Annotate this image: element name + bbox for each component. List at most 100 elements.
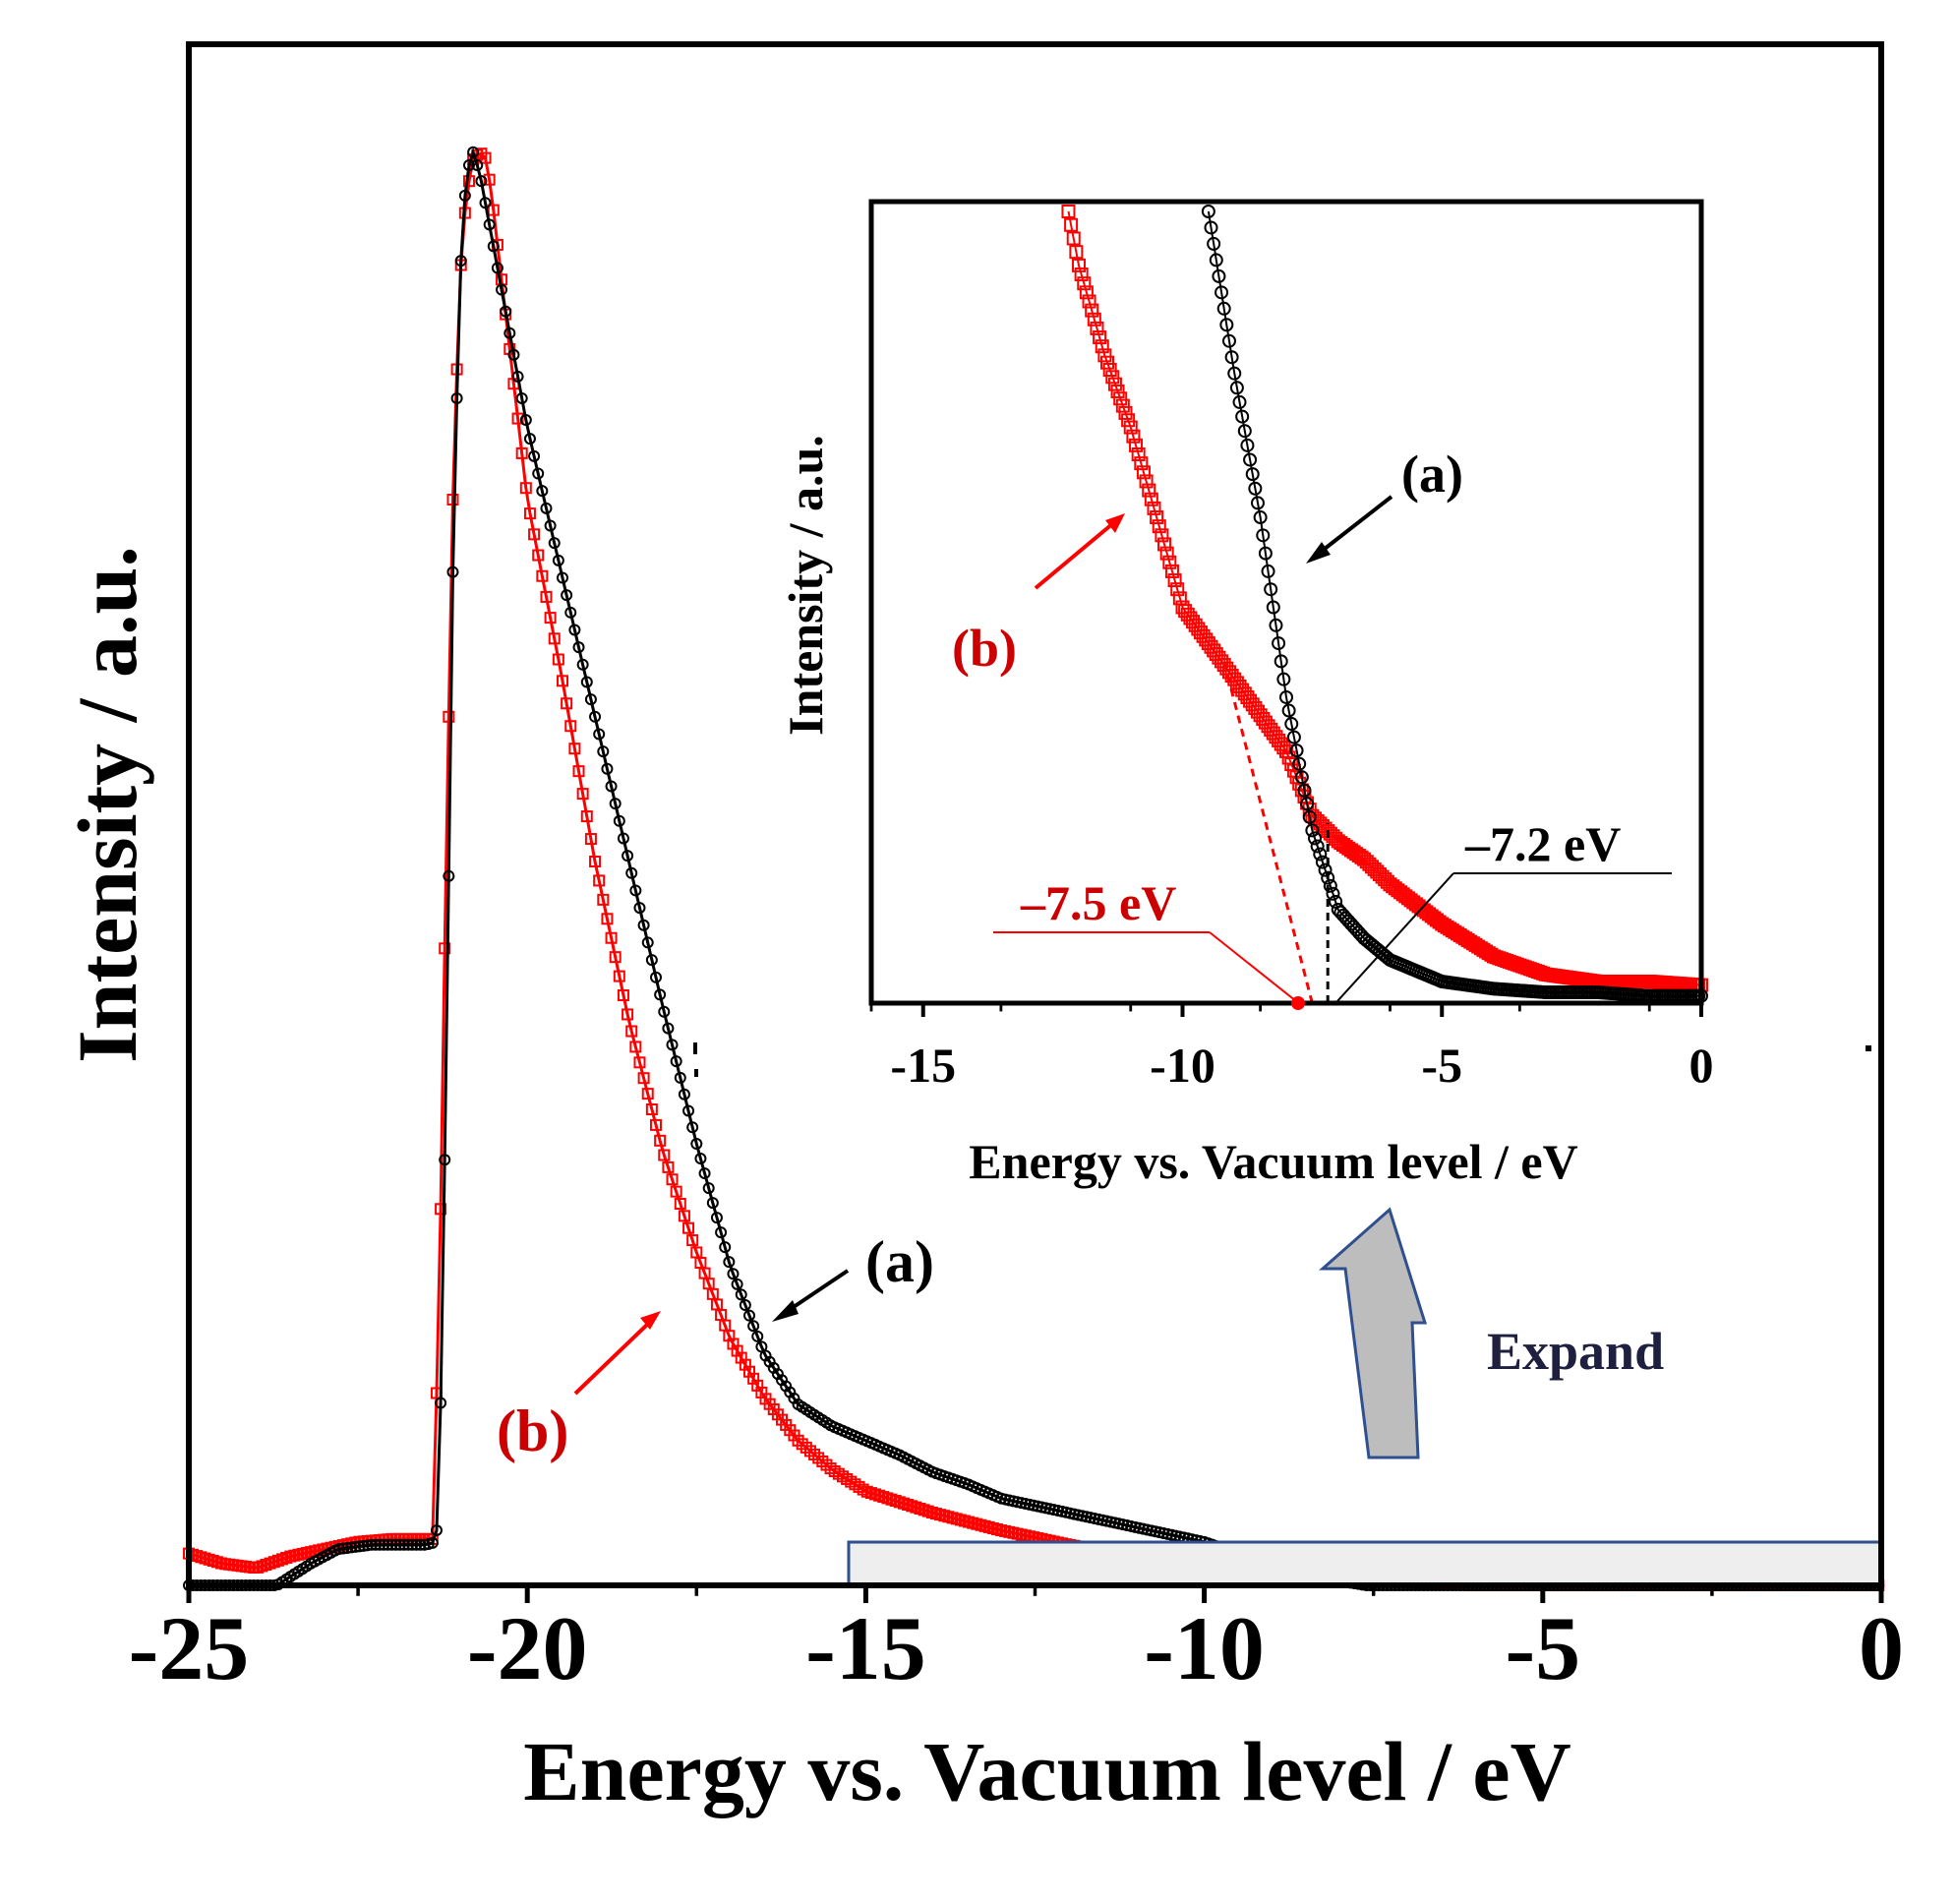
data-point <box>601 913 614 925</box>
data-point <box>523 507 536 520</box>
data-point <box>682 1104 695 1117</box>
data-point <box>719 1241 732 1254</box>
inset-arrowhead-b <box>1105 513 1125 533</box>
data-point <box>1131 446 1146 461</box>
data-point <box>1297 783 1312 798</box>
data-point <box>694 1153 707 1165</box>
data-point <box>593 874 606 887</box>
data-point <box>1201 205 1215 218</box>
data-point <box>637 919 650 931</box>
data-point <box>568 743 581 755</box>
data-point <box>1250 496 1265 510</box>
data-point <box>1136 465 1151 480</box>
data-point <box>1279 689 1293 704</box>
data-point <box>597 893 610 906</box>
data-point <box>552 554 564 566</box>
data-point <box>532 549 545 562</box>
data-point <box>1093 330 1107 345</box>
data-point <box>1142 483 1156 498</box>
data-point <box>341 1541 354 1554</box>
data-point <box>1281 703 1296 718</box>
data-point <box>645 1103 658 1116</box>
data-point <box>369 1538 382 1551</box>
data-point <box>686 1234 699 1247</box>
data-point <box>1269 618 1283 632</box>
expand-region-box <box>847 1540 1883 1587</box>
data-point <box>641 1088 654 1101</box>
main-label-a: (a) <box>865 1229 934 1294</box>
inset-plot-frame <box>868 199 1704 1006</box>
inset-background <box>871 202 1701 1003</box>
data-point <box>511 370 524 383</box>
data-point <box>593 728 606 741</box>
extrapolation-line-b <box>1222 661 1314 1004</box>
data-point <box>1224 350 1239 365</box>
data-point <box>702 1182 715 1195</box>
data-point <box>1235 409 1250 424</box>
data-point <box>629 884 642 897</box>
data-point <box>504 327 516 339</box>
data-point <box>1061 205 1076 218</box>
data-point <box>666 1039 679 1051</box>
data-point <box>1253 510 1268 525</box>
data-point <box>1209 253 1223 268</box>
data-point <box>487 204 500 216</box>
data-point <box>1219 318 1234 332</box>
data-point <box>1310 839 1325 854</box>
data-point <box>467 146 480 158</box>
inset-intercept-marker-b <box>1291 996 1305 1010</box>
data-point <box>1240 438 1255 452</box>
data-point <box>617 832 629 845</box>
data-point <box>674 1197 686 1210</box>
inset-x-axis: -15 -10 -5 0 <box>869 1003 1714 1093</box>
data-point <box>1107 377 1122 391</box>
data-point <box>1227 366 1242 381</box>
data-point <box>662 1160 675 1173</box>
data-point <box>1155 528 1169 543</box>
data-point <box>430 1524 443 1537</box>
main-arrowhead-a <box>772 1300 799 1322</box>
data-point <box>1066 231 1081 246</box>
x-tick-label: 0 <box>1859 1598 1904 1698</box>
data-point <box>670 1055 682 1068</box>
stray-mark <box>694 1069 698 1077</box>
data-point <box>1077 276 1092 291</box>
data-point <box>674 1071 686 1084</box>
data-point <box>556 675 568 687</box>
data-point <box>1126 429 1141 444</box>
data-point <box>641 936 654 949</box>
data-point <box>402 1538 415 1551</box>
data-point <box>540 590 553 603</box>
data-point <box>1264 582 1278 597</box>
data-point <box>1113 391 1128 406</box>
data-point <box>1123 420 1138 435</box>
stray-mark <box>1866 1045 1871 1051</box>
data-point <box>1170 582 1185 597</box>
data-point <box>739 1299 751 1312</box>
data-point <box>649 1118 662 1131</box>
expand-label: Expand <box>1487 1322 1664 1381</box>
data-point <box>1300 797 1315 811</box>
x-tick-label: -5 <box>1421 1038 1462 1093</box>
data-point <box>1110 384 1125 398</box>
data-point <box>397 1538 410 1551</box>
data-point <box>536 485 549 498</box>
data-point <box>552 653 564 666</box>
data-point <box>723 1256 736 1269</box>
data-point <box>637 1072 650 1085</box>
data-point <box>742 1309 755 1322</box>
data-point <box>507 348 520 361</box>
data-point <box>345 1541 358 1554</box>
data-point <box>1121 413 1136 428</box>
data-point <box>1326 886 1340 901</box>
data-point <box>1329 894 1343 909</box>
data-point <box>1129 438 1144 452</box>
data-point <box>519 414 532 427</box>
data-point <box>747 1320 760 1333</box>
main-y-axis-title: Intensity / a.u. <box>60 546 154 1063</box>
data-point <box>528 449 541 462</box>
data-point <box>658 1149 671 1161</box>
data-point <box>1286 730 1301 744</box>
data-point <box>1167 573 1182 588</box>
data-point <box>414 1538 427 1551</box>
